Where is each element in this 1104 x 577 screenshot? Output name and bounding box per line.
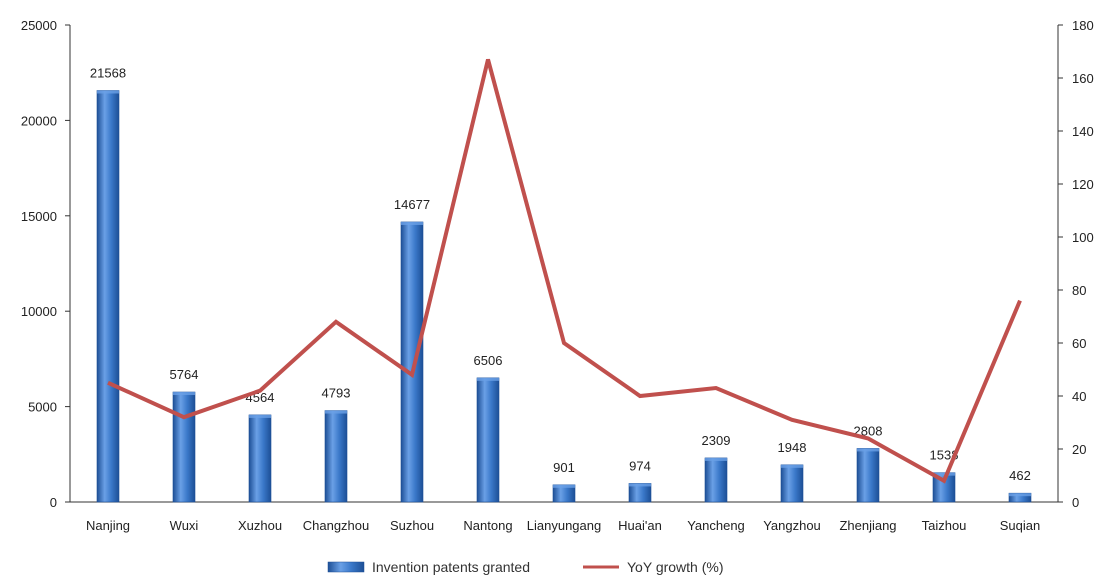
category-label: Suzhou (390, 518, 434, 533)
category-label: Yangzhou (763, 518, 821, 533)
bar-top-highlight (781, 464, 803, 468)
bar-top-highlight (553, 484, 575, 488)
left-tick-label: 15000 (21, 209, 57, 224)
bar-top-highlight (933, 472, 955, 476)
bar-top-highlight (705, 457, 727, 461)
bar-data-label: 4793 (322, 386, 351, 401)
bar-data-label: 1948 (778, 440, 807, 455)
right-tick-label: 0 (1072, 495, 1079, 510)
category-label: Taizhou (922, 518, 967, 533)
bar-top-highlight (173, 392, 195, 396)
bar-yancheng (704, 457, 728, 503)
bar-top-highlight (401, 221, 423, 225)
bar-yangzhou (780, 464, 804, 503)
right-y-axis: 0 20 40 60 80 100 120 140 160 180 (1057, 18, 1094, 510)
category-label: Nanjing (86, 518, 130, 533)
legend-label-bars: Invention patents granted (372, 559, 530, 575)
left-tick-label: 10000 (21, 304, 57, 319)
bar-data-label: 901 (553, 460, 575, 475)
bar-top-highlight (629, 483, 651, 487)
legend-swatch-bars (327, 561, 365, 573)
bar-suzhou (400, 221, 424, 503)
bar-zhenjiang (856, 448, 880, 503)
bar-top-highlight (477, 377, 499, 381)
right-tick-label: 40 (1072, 389, 1086, 404)
bar-changzhou (324, 410, 348, 503)
bar-top-highlight (325, 410, 347, 414)
legend: Invention patents granted YoY growth (%) (327, 559, 724, 575)
category-label: Lianyungang (527, 518, 601, 533)
bar-nantong (476, 377, 500, 503)
bar-data-label: 462 (1009, 468, 1031, 483)
left-tick-label: 20000 (21, 113, 57, 128)
right-tick-label: 140 (1072, 124, 1094, 139)
right-tick-label: 120 (1072, 177, 1094, 192)
category-label: Zhenjiang (839, 518, 896, 533)
bar-data-label: 974 (629, 458, 651, 473)
category-label: Wuxi (170, 518, 199, 533)
bar-data-label: 5764 (170, 367, 199, 382)
bar-top-highlight (857, 448, 879, 452)
right-tick-label: 160 (1072, 71, 1094, 86)
right-tick-label: 60 (1072, 336, 1086, 351)
category-label: Yancheng (687, 518, 745, 533)
bar-top-highlight (249, 414, 271, 418)
bar-top-highlight (1009, 493, 1031, 497)
category-label: Huai'an (618, 518, 662, 533)
category-label: Suqian (1000, 518, 1040, 533)
right-tick-label: 100 (1072, 230, 1094, 245)
bar-nanjing (96, 90, 120, 503)
category-label: Changzhou (303, 518, 370, 533)
right-tick-label: 20 (1072, 442, 1086, 457)
right-tick-label: 80 (1072, 283, 1086, 298)
legend-label-line: YoY growth (%) (627, 559, 724, 575)
right-tick-label: 180 (1072, 18, 1094, 33)
bar-xuzhou (248, 414, 272, 503)
category-label: Nantong (463, 518, 512, 533)
bar-data-label: 21568 (90, 65, 126, 80)
yoy-growth-line (107, 58, 1022, 484)
left-tick-label: 0 (50, 495, 57, 510)
bar-data-label: 14677 (394, 197, 430, 212)
bar-wuxi (172, 391, 196, 503)
bar-top-highlight (97, 90, 119, 94)
bar-data-label: 2309 (702, 433, 731, 448)
line-series (107, 58, 1022, 484)
category-labels: Nanjing Wuxi Xuzhou Changzhou Suzhou Nantong L… (86, 518, 1040, 533)
left-tick-label: 5000 (28, 400, 57, 415)
left-tick-label: 25000 (21, 18, 57, 33)
bar-data-label: 6506 (474, 353, 503, 368)
category-label: Xuzhou (238, 518, 282, 533)
